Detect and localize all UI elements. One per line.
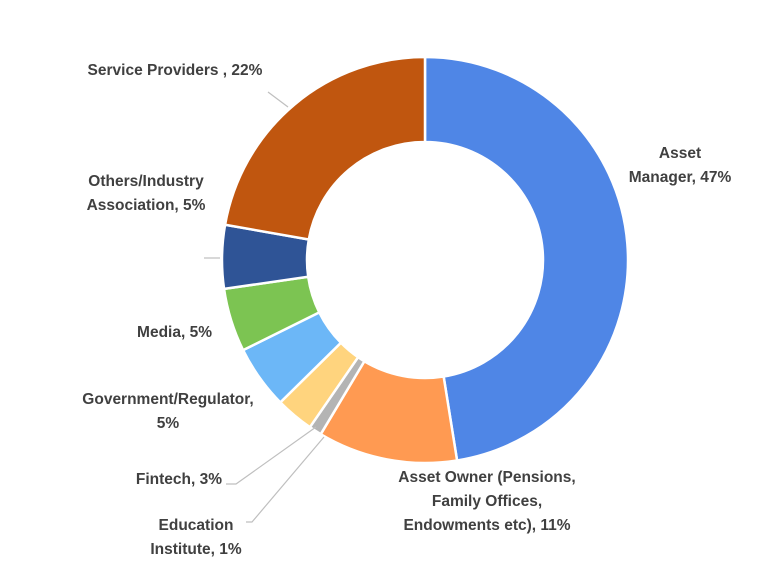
data-label-line: Media, 5% [137, 324, 212, 341]
data-labels: Asset Manager, 47% Asset Owner (Pensions, F… [82, 62, 731, 558]
donut-slices [220, 55, 630, 465]
data-label-line: Manager, 47% [629, 169, 732, 186]
data-label-line: Fintech, 3% [136, 471, 222, 488]
data-label: Government/Regulator, 5% [82, 391, 253, 432]
data-label-line: Education [159, 517, 234, 534]
leader-lines [204, 91, 325, 523]
data-label: Asset Owner (Pensions, Family Offices, End… [398, 469, 575, 534]
slice-service-providers [223, 55, 427, 241]
data-label-line: Endowments etc), 11% [403, 517, 570, 534]
data-label-line: Others/Industry [88, 173, 204, 190]
leader-line [226, 426, 317, 485]
data-label: Media, 5% [137, 324, 212, 341]
data-label: Education Institute, 1% [150, 517, 242, 558]
data-label: Fintech, 3% [136, 471, 222, 488]
data-label-line: Family Offices, [432, 493, 542, 510]
data-label-line: Asset Owner (Pensions, [398, 469, 575, 486]
data-label-line: 5% [157, 415, 180, 432]
data-label: Service Providers , 22% [88, 62, 263, 79]
data-label-line: Service Providers , 22% [88, 62, 263, 79]
slice-asset-manager [423, 55, 630, 462]
data-label-line: Association, 5% [87, 197, 206, 214]
data-label: Others/Industry Association, 5% [87, 173, 206, 214]
data-label-line: Asset [659, 145, 701, 162]
data-label: Asset Manager, 47% [629, 145, 732, 186]
data-label-line: Government/Regulator, [82, 391, 253, 408]
leader-line [267, 91, 289, 108]
data-label-line: Institute, 1% [150, 541, 242, 558]
leader-line [246, 436, 325, 523]
